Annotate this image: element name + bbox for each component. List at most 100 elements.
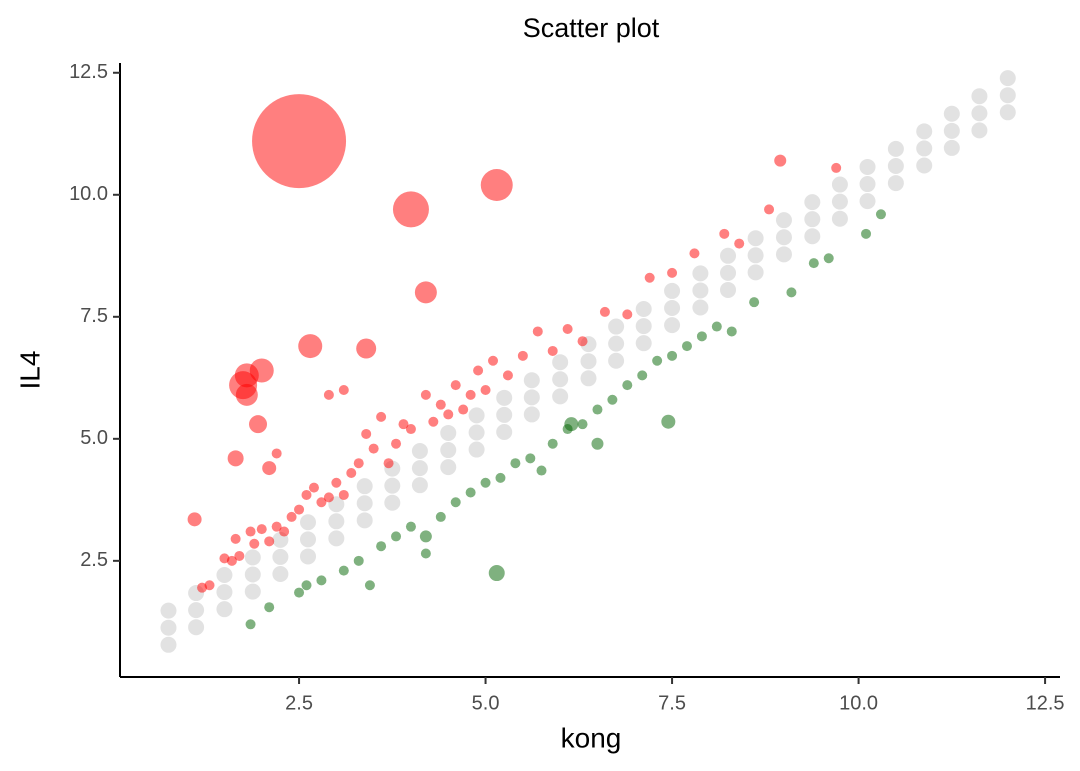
point — [720, 281, 737, 298]
point — [532, 326, 543, 337]
point — [160, 619, 177, 636]
point — [256, 524, 267, 535]
point — [392, 191, 429, 228]
point — [235, 383, 258, 406]
point — [726, 326, 737, 337]
point — [480, 477, 491, 488]
point — [496, 406, 513, 423]
point — [450, 497, 461, 508]
point — [667, 350, 678, 361]
point — [414, 281, 437, 304]
point — [391, 531, 402, 542]
point — [294, 504, 305, 515]
point — [226, 555, 237, 566]
point — [249, 538, 260, 549]
point — [635, 318, 652, 335]
point — [887, 175, 904, 192]
point — [552, 388, 569, 405]
point — [562, 324, 573, 335]
point — [692, 282, 709, 299]
point — [495, 472, 506, 483]
x-tick-label: 2.5 — [285, 692, 313, 714]
point — [298, 334, 323, 359]
point — [591, 437, 604, 450]
point — [696, 331, 707, 342]
point — [440, 459, 457, 476]
point — [859, 158, 876, 175]
x-tick-label: 5.0 — [472, 692, 500, 714]
point — [608, 335, 625, 352]
point — [502, 370, 513, 381]
point — [971, 122, 988, 139]
points — [160, 70, 1016, 653]
point — [480, 385, 491, 396]
point — [523, 389, 540, 406]
point — [552, 371, 569, 388]
point — [711, 321, 722, 332]
point — [328, 513, 345, 530]
point — [661, 414, 676, 429]
point — [887, 157, 904, 174]
point — [328, 530, 345, 547]
point — [999, 70, 1016, 87]
point — [244, 566, 261, 583]
point — [234, 550, 245, 561]
point — [230, 533, 241, 544]
point — [384, 477, 401, 494]
point — [338, 565, 349, 576]
point — [775, 246, 792, 263]
point — [875, 209, 886, 220]
point — [608, 318, 625, 335]
point — [831, 193, 848, 210]
point — [887, 140, 904, 157]
point — [272, 548, 289, 565]
point — [271, 521, 282, 532]
y-tick-label: 7.5 — [80, 305, 108, 327]
point — [450, 380, 461, 391]
point — [577, 336, 588, 347]
point — [999, 87, 1016, 104]
point — [747, 264, 764, 281]
point — [971, 105, 988, 122]
point — [411, 460, 428, 477]
point — [245, 526, 256, 537]
point — [301, 580, 312, 591]
point — [635, 335, 652, 352]
point — [635, 300, 652, 317]
point — [652, 355, 663, 366]
point — [419, 530, 432, 543]
point — [637, 370, 648, 381]
point — [644, 272, 655, 283]
x-tick-label: 7.5 — [658, 692, 686, 714]
point — [346, 467, 357, 478]
point — [262, 461, 277, 476]
point — [420, 389, 431, 400]
point — [294, 587, 305, 598]
point — [622, 380, 633, 391]
point — [440, 424, 457, 441]
point — [747, 247, 764, 264]
point — [496, 423, 513, 440]
point — [338, 489, 349, 500]
point — [523, 372, 540, 389]
point — [411, 443, 428, 460]
point — [356, 478, 373, 495]
point — [216, 566, 233, 583]
point — [160, 602, 177, 619]
point — [244, 549, 261, 566]
point — [496, 389, 513, 406]
point — [316, 575, 327, 586]
point — [384, 494, 401, 511]
point — [764, 204, 775, 215]
point — [734, 238, 745, 249]
point — [353, 458, 364, 469]
point — [440, 442, 457, 459]
point — [398, 419, 409, 430]
point — [331, 477, 342, 488]
point — [592, 404, 603, 415]
point — [376, 411, 387, 422]
point — [547, 345, 558, 356]
point — [488, 355, 499, 366]
point — [356, 495, 373, 512]
point — [443, 409, 454, 420]
